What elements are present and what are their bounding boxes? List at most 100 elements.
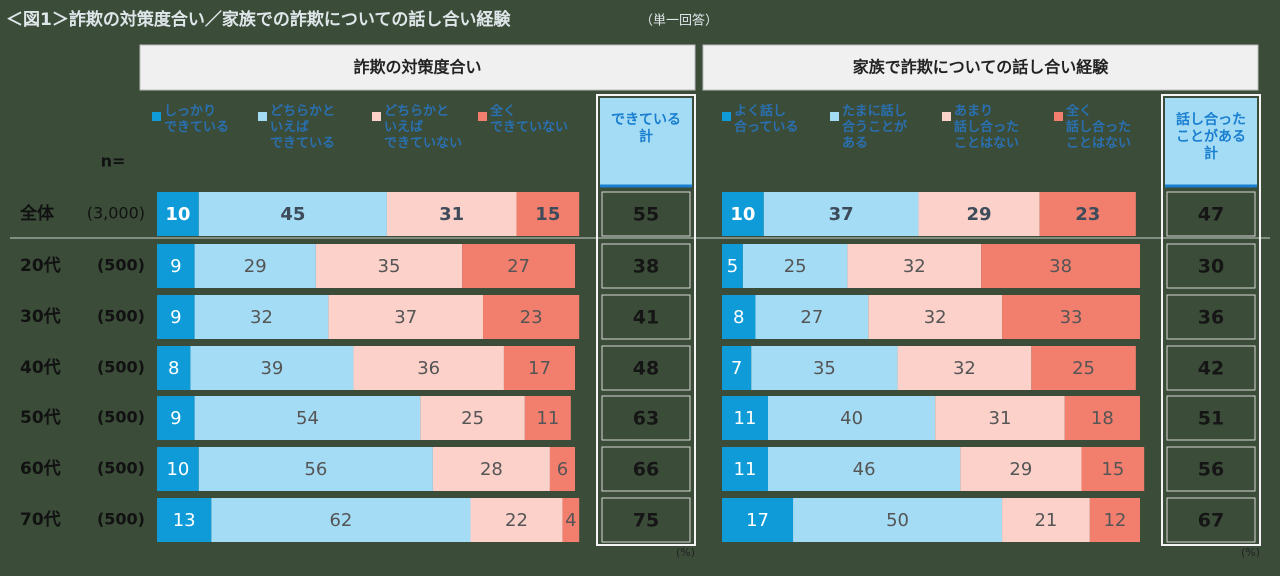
bar-segment — [981, 244, 1140, 288]
bar-label: 56 — [304, 459, 327, 480]
total-cell — [601, 243, 691, 289]
row-n: (3,000) — [87, 204, 145, 223]
total-column — [1161, 94, 1261, 546]
bar-label: 11 — [734, 459, 757, 480]
bar-segment — [194, 295, 329, 339]
row-label: 20代 — [20, 255, 61, 276]
bar-label: 11 — [536, 408, 559, 429]
bar-segment — [157, 295, 195, 339]
total-cell — [601, 294, 691, 340]
bar-segment — [847, 244, 982, 288]
total-value: 41 — [633, 307, 659, 329]
bar-label: 12 — [1103, 510, 1126, 531]
total-header: できている 計 — [611, 112, 681, 145]
bar-segment — [793, 498, 1003, 542]
total-cell — [601, 497, 691, 543]
bar-label: 23 — [520, 307, 543, 328]
bar-label: 33 — [1060, 307, 1083, 328]
panel-title: 詐欺の対策度合い — [353, 58, 481, 77]
bar-segment — [516, 192, 580, 236]
bar-segment — [562, 498, 580, 542]
bar-segment — [897, 346, 1032, 390]
total-cell — [601, 191, 691, 237]
bar-label: 35 — [813, 358, 836, 379]
bar-segment — [432, 447, 550, 491]
bar-segment — [194, 244, 316, 288]
legend-label-box: しっかり できている — [164, 104, 230, 135]
legend-swatch — [478, 112, 487, 121]
bar-segment — [157, 396, 195, 440]
row-n: (500) — [97, 256, 145, 275]
bar-segment — [1002, 295, 1140, 339]
bar-segment — [918, 192, 1040, 236]
bar-label: 25 — [1072, 358, 1095, 379]
bar-segment — [503, 346, 575, 390]
total-value: 48 — [633, 358, 659, 380]
row-n: (500) — [97, 307, 145, 326]
bar-segment — [157, 447, 199, 491]
bar-segment — [328, 295, 484, 339]
total-value: 47 — [1198, 204, 1224, 226]
bar-segment — [462, 244, 575, 288]
bar-label: 17 — [528, 358, 551, 379]
row-n: (500) — [97, 459, 145, 478]
bar-label: 9 — [170, 307, 181, 328]
legend-label: しっかり できている — [164, 104, 230, 135]
total-cell — [1166, 446, 1256, 492]
bar-label: 7 — [731, 358, 742, 379]
bar-label: 9 — [170, 256, 181, 277]
legend-label-box: 全く 話し合った ことはない — [1066, 104, 1132, 151]
bar-segment — [315, 244, 463, 288]
bar-label: 27 — [800, 307, 823, 328]
bar-label: 10 — [730, 204, 755, 225]
bar-segment — [1002, 498, 1090, 542]
bar-segment — [722, 498, 794, 542]
bar-label: 28 — [480, 459, 503, 480]
total-value: 55 — [633, 204, 659, 226]
legend-swatch — [722, 112, 731, 121]
total-cell — [1166, 243, 1256, 289]
bar-segment — [211, 498, 471, 542]
legend-label-box: あまり 話し合った ことはない — [954, 104, 1020, 151]
total-cell — [1166, 345, 1256, 391]
bar-segment — [722, 447, 768, 491]
total-cell — [601, 446, 691, 492]
bar-segment — [1081, 447, 1145, 491]
bar-label: 32 — [924, 307, 947, 328]
total-column — [596, 94, 696, 546]
row-label: 70代 — [20, 509, 61, 530]
legend-label: あまり 話し合った ことはない — [954, 104, 1020, 151]
page-title: ＜図1＞詐欺の対策度合い／家族での詐欺についての話し合い経験 — [6, 9, 511, 30]
bar-label: 25 — [784, 256, 807, 277]
bar-label: 15 — [1101, 459, 1124, 480]
row-label: 30代 — [20, 306, 61, 327]
total-header-bg — [1165, 98, 1257, 186]
bar-segment — [420, 396, 525, 440]
legend-label-box: よく話し 合っている — [734, 104, 798, 135]
bar-label: 18 — [1091, 408, 1114, 429]
legend-swatch — [830, 112, 839, 121]
legend-label: どちらかと いえば できている — [270, 104, 336, 151]
total-value: 63 — [633, 408, 659, 430]
bar-label: 11 — [734, 408, 757, 429]
bar-label: 21 — [1034, 510, 1057, 531]
bar-segment — [157, 346, 191, 390]
subtitle: （単一回答） — [640, 13, 718, 29]
legend-label-box: どちらかと いえば できていない — [384, 104, 463, 151]
bar-segment — [722, 295, 756, 339]
total-cell — [1166, 294, 1256, 340]
bar-segment — [549, 447, 575, 491]
row-label: 50代 — [20, 407, 61, 428]
bar-label: 27 — [507, 256, 530, 277]
legend-label-box: たまに話し 合うことが ある — [842, 104, 907, 151]
row-label: 全体 — [19, 203, 55, 224]
row-label: 40代 — [20, 357, 61, 378]
bar-label: 8 — [168, 358, 179, 379]
bar-label: 29 — [244, 256, 267, 277]
legend-label: どちらかと いえば できていない — [384, 104, 463, 151]
total-value: 67 — [1198, 510, 1224, 532]
bar-label: 39 — [260, 358, 283, 379]
bar-segment — [157, 498, 212, 542]
bar-label: 40 — [840, 408, 863, 429]
legend-label: 全く 話し合った ことはない — [1066, 104, 1132, 151]
